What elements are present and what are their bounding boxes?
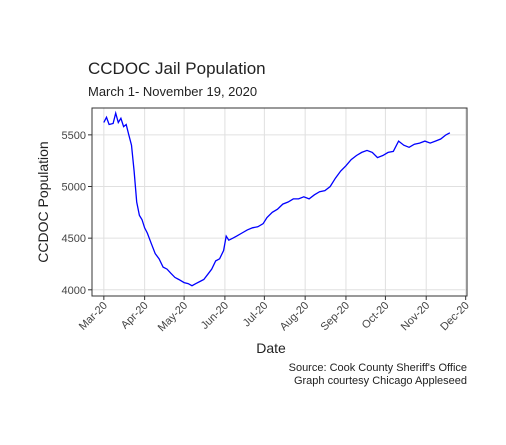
- chart-subtitle: March 1- November 19, 2020: [88, 84, 257, 99]
- x-tick-label: Apr-20: [119, 300, 151, 332]
- y-tick-label: 4000: [62, 285, 86, 297]
- x-tick-label: May-20: [156, 300, 190, 334]
- x-tick-label: Nov-20: [399, 300, 433, 334]
- y-tick-label: 4500: [62, 233, 86, 245]
- y-tick-label: 5000: [62, 182, 86, 194]
- x-axis-label: Date: [256, 340, 286, 356]
- data-line: [103, 110, 451, 287]
- y-axis-label: CCDOC Population: [35, 141, 51, 262]
- x-tick-label: Jun-20: [199, 300, 231, 332]
- chart-title: CCDOC Jail Population: [88, 59, 266, 78]
- caption: Source: Cook County Sheriff's Office: [289, 362, 467, 374]
- plot-border: [91, 107, 468, 297]
- caption: Graph courtesy Chicago Appleseed: [294, 375, 467, 387]
- x-tick-label: Dec-20: [438, 300, 472, 334]
- x-tick-label: Jul-20: [241, 300, 271, 330]
- x-tick-label: Oct-20: [360, 300, 392, 332]
- x-tick-label: Mar-20: [77, 300, 110, 333]
- x-tick-label: Aug-20: [278, 300, 312, 334]
- x-tick-label: Sep-20: [318, 300, 352, 334]
- y-tick-label: 5500: [62, 130, 86, 142]
